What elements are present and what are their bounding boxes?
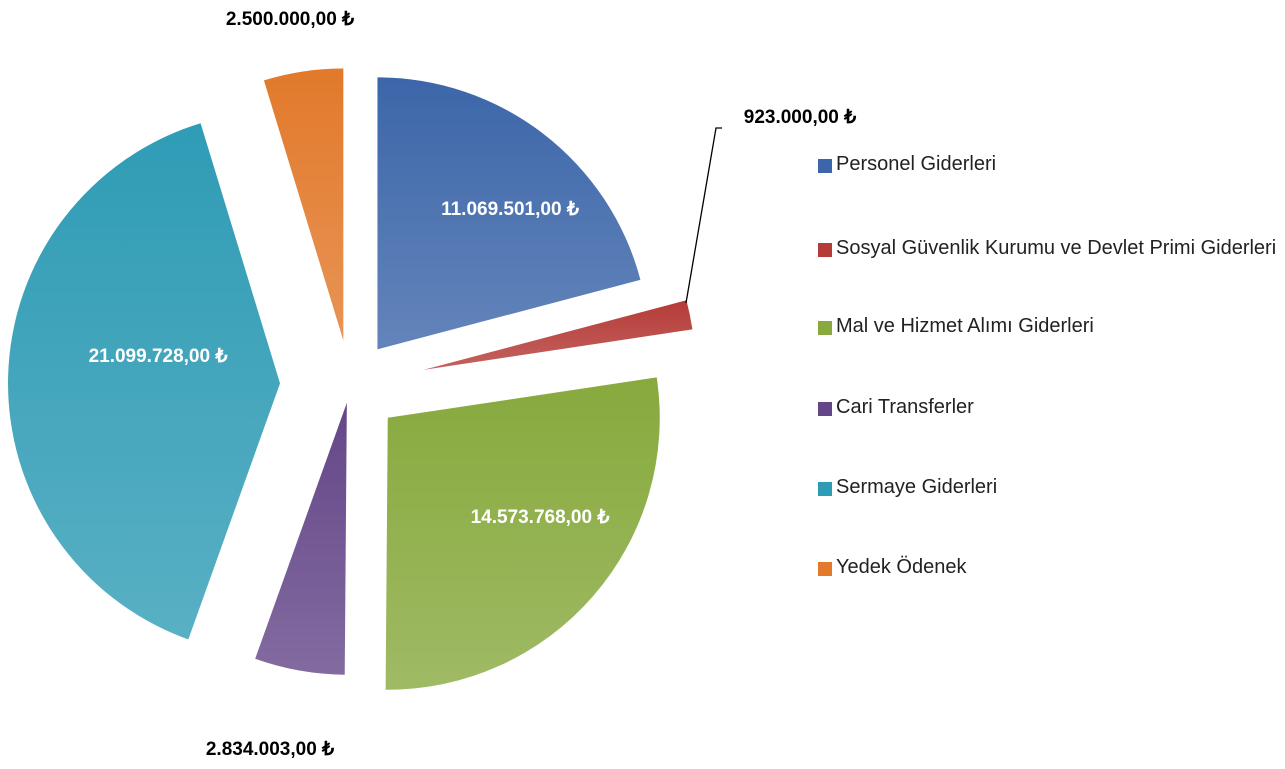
legend-item: Sosyal Güvenlik Kurumu ve Devlet Primi G… [818,231,1285,265]
pie-slice [385,377,660,690]
legend-item: Sermaye Giderleri [818,470,1285,504]
legend-swatch [818,482,832,496]
legend-label: Cari Transferler [836,396,974,418]
pie-slice [377,77,641,350]
legend-item: Cari Transferler [818,390,1285,424]
legend-swatch [818,243,832,257]
legend-swatch [818,562,832,576]
data-label: 14.573.768,00 ₺ [471,507,610,528]
legend-label: Yedek Ödenek [836,556,967,578]
data-label: 11.069.501,00 ₺ [441,199,579,220]
legend-swatch [818,402,832,416]
legend-swatch [818,321,832,335]
pie-slice [263,68,344,341]
pie-slice [255,402,347,675]
pie-slice [423,300,693,370]
legend-swatch [818,159,832,173]
legend-item: Mal ve Hizmet Alımı Giderleri [818,309,1285,343]
legend-item: Yedek Ödenek [818,550,1285,584]
legend-item: Personel Giderleri [818,147,1285,181]
legend-label: Sermaye Giderleri [836,476,998,498]
data-label: 2.834.003,00 ₺ [206,739,334,760]
data-label: 2.500.000,00 ₺ [226,9,354,30]
legend-label: Mal ve Hizmet Alımı Giderleri [836,315,1094,337]
data-label: 21.099.728,00 ₺ [89,346,228,367]
legend-label: Sosyal Güvenlik Kurumu ve Devlet Primi G… [836,237,1277,259]
data-label: 923.000,00 ₺ [744,107,856,128]
legend-label: Personel Giderleri [836,153,997,175]
pie-slice [8,123,281,640]
leader-line [685,127,722,304]
